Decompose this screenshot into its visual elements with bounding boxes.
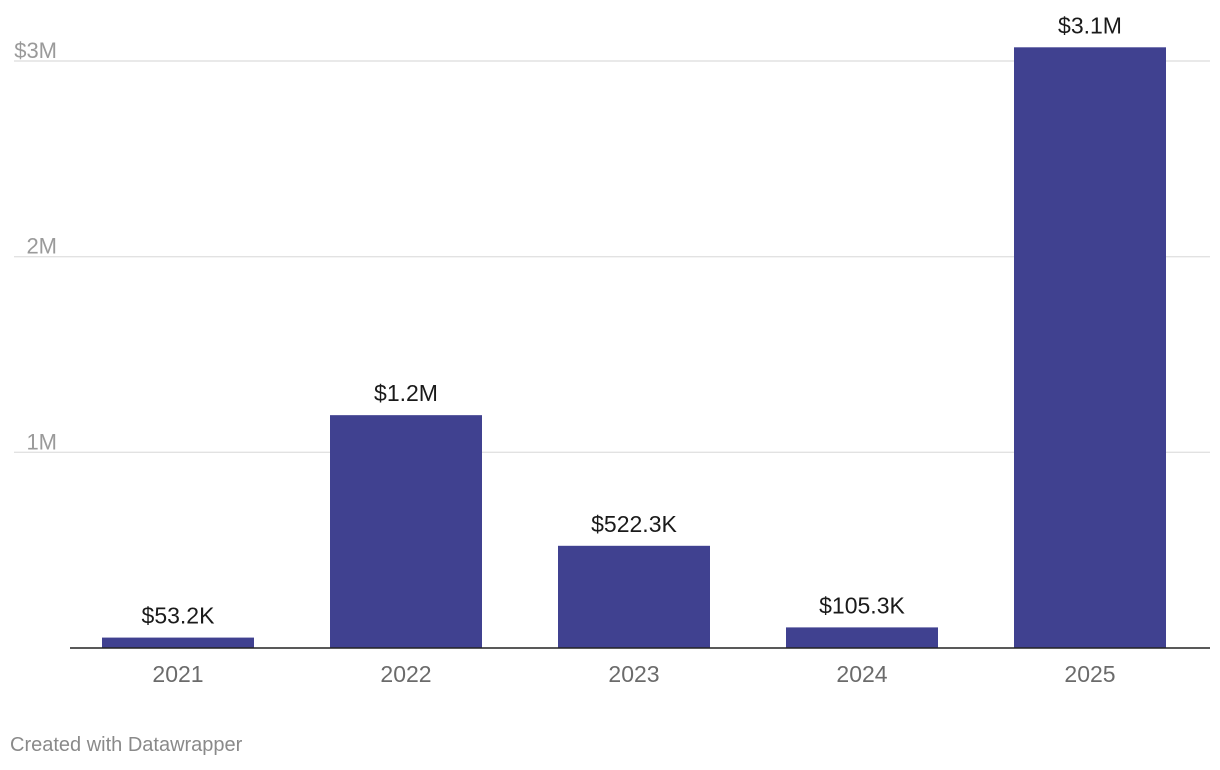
bar-2025 <box>1014 47 1166 648</box>
x-tick-label: 2024 <box>836 661 887 687</box>
bar-2024 <box>786 627 938 648</box>
value-label: $522.3K <box>591 511 677 537</box>
x-tick-label: 2022 <box>380 661 431 687</box>
value-label: $53.2K <box>142 603 216 629</box>
value-label: $105.3K <box>819 592 905 618</box>
bar-2021 <box>102 637 254 648</box>
value-label: $3.1M <box>1058 12 1122 38</box>
bar-2023 <box>558 545 710 648</box>
x-tick-label: 2021 <box>152 661 203 687</box>
credit-text: Created with Datawrapper <box>10 734 243 756</box>
x-tick-label: 2025 <box>1064 661 1115 687</box>
y-tick-label: 2M <box>26 234 57 259</box>
value-label: $1.2M <box>374 380 438 406</box>
x-tick-label: 2023 <box>608 661 659 687</box>
y-tick-label: $3M <box>14 38 57 63</box>
y-tick-label: 1M <box>26 429 57 454</box>
bar-2022 <box>330 415 482 648</box>
